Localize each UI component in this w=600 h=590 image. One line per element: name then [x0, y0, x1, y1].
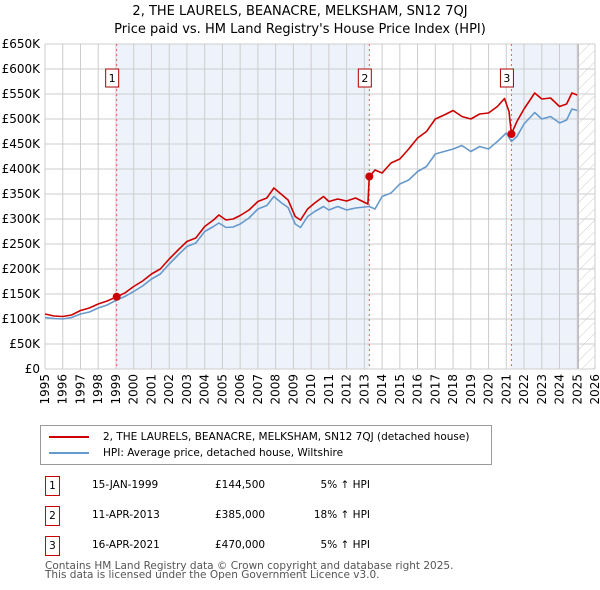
sale-label-box: [105, 68, 120, 88]
y-tick-label: £600K: [2, 62, 42, 76]
transaction-date: 11-APR-2013: [92, 509, 160, 521]
y-tick-label: £150K: [2, 287, 42, 301]
x-tick-label: 2005: [215, 374, 229, 405]
sale-label-text: 2: [361, 72, 368, 85]
sale-label-box: [499, 68, 514, 88]
sale-point: [507, 130, 516, 138]
legend-label-property: 2, THE LAURELS, BEANACRE, MELKSHAM, SN12…: [103, 431, 470, 443]
sale-point: [365, 172, 374, 181]
transaction-badge: 3: [45, 536, 60, 556]
x-tick-label: 2015: [393, 374, 407, 405]
y-tick-label: £0: [25, 362, 40, 376]
transaction-price: £144,500: [215, 479, 266, 491]
x-tick-label: 2004: [198, 374, 212, 405]
hpi-line: [44, 108, 578, 320]
x-tick-label: 2013: [357, 374, 371, 405]
legend-label-hpi: HPI: Average price, detached house, Wilt…: [103, 447, 344, 459]
price-chart: 1 2 3 £0 £50K £100K £150K £200K £250K £300K £350K…: [2, 37, 600, 405]
transaction-date: 15-JAN-1999: [92, 479, 159, 491]
x-tick-label: 2025: [570, 374, 584, 405]
transaction-badge: 1: [45, 476, 60, 496]
transaction-price: £470,000: [215, 539, 266, 551]
x-tick-label: 2003: [180, 374, 194, 405]
y-tick-label: £650K: [2, 37, 42, 51]
x-tick-label: 2016: [411, 374, 425, 405]
attribution-line-2: This data is licensed under the Open Gov…: [45, 569, 380, 581]
y-tick-label: £250K: [2, 237, 42, 251]
transaction-date: 16-APR-2021: [92, 539, 160, 551]
x-tick-label: 2019: [464, 374, 478, 405]
x-tick-label: 2007: [251, 374, 265, 405]
x-tick-label: 2018: [446, 374, 460, 405]
x-tick-label: 2022: [517, 374, 531, 405]
transaction-hpi-diff: 18% ↑ HPI: [313, 509, 370, 521]
y-tick-label: £350K: [2, 187, 42, 201]
x-tick-label: 2024: [553, 374, 567, 405]
y-tick-label: £200K: [2, 262, 42, 276]
forecast-hatch: [578, 44, 595, 369]
sale-point: [112, 292, 121, 301]
sale-label-2: 2: [357, 68, 372, 88]
y-tick-label: £450K: [2, 137, 42, 151]
transaction-hpi-diff: 5% ↑ HPI: [320, 539, 370, 551]
y-tick-label: £550K: [2, 87, 42, 101]
legend-item-hpi: HPI: Average price, detached house, Wilt…: [49, 447, 343, 459]
attribution: Contains HM Land Registry data © Crown c…: [45, 560, 454, 581]
x-tick-label: 1998: [91, 374, 105, 405]
ownership-shade: [116, 44, 370, 369]
x-tick-label: 2006: [233, 374, 247, 405]
x-tick-label: 2017: [428, 374, 442, 405]
sale-label-text: 3: [503, 72, 510, 85]
property-price-line: [44, 92, 578, 318]
legend-swatch-property: [49, 436, 89, 438]
attribution-line-1: Contains HM Land Registry data © Crown c…: [45, 560, 454, 572]
x-tick-label: 2009: [286, 374, 300, 405]
x-tick-label: 2000: [127, 374, 141, 405]
x-tick-label: 1996: [56, 374, 70, 405]
x-tick-label: 2023: [535, 374, 549, 405]
transaction-badge: 2: [45, 506, 60, 526]
x-tick-label: 2020: [482, 374, 496, 405]
x-tick-label: 2008: [269, 374, 283, 405]
sale-label-text: 1: [109, 72, 116, 85]
y-tick-label: £100K: [2, 312, 42, 326]
x-tick-label: 2012: [340, 374, 354, 405]
chart-subtitle: Price paid vs. HM Land Registry's House …: [114, 22, 486, 37]
sale-label-1: 1: [105, 68, 120, 88]
legend-swatch-hpi: [49, 452, 89, 454]
y-tick-label: £400K: [2, 162, 42, 176]
x-tick-label: 1999: [109, 374, 123, 405]
chart-legend: 2, THE LAURELS, BEANACRE, MELKSHAM, SN12…: [40, 425, 492, 465]
x-tick-label: 2014: [375, 374, 389, 405]
chart-title: 2, THE LAURELS, BEANACRE, MELKSHAM, SN12…: [132, 4, 468, 19]
sale-label-box: [357, 68, 372, 88]
x-tick-label: 1995: [38, 374, 52, 405]
transaction-price: £385,000: [215, 509, 266, 521]
y-tick-label: £300K: [2, 212, 42, 226]
y-tick-label: £50K: [9, 337, 41, 351]
x-tick-label: 1997: [73, 374, 87, 405]
transaction-hpi-diff: 5% ↑ HPI: [320, 479, 370, 491]
x-tick-label: 2011: [322, 374, 336, 405]
x-tick-label: 2001: [144, 374, 158, 405]
x-tick-label: 2010: [304, 374, 318, 405]
ownership-shade: [511, 44, 579, 369]
sale-label-3: 3: [499, 68, 514, 88]
x-tick-label: 2026: [588, 374, 600, 405]
legend-item-property: 2, THE LAURELS, BEANACRE, MELKSHAM, SN12…: [49, 431, 469, 443]
x-tick-label: 2002: [162, 374, 176, 405]
x-tick-label: 2021: [499, 374, 513, 405]
y-tick-label: £500K: [2, 112, 42, 126]
